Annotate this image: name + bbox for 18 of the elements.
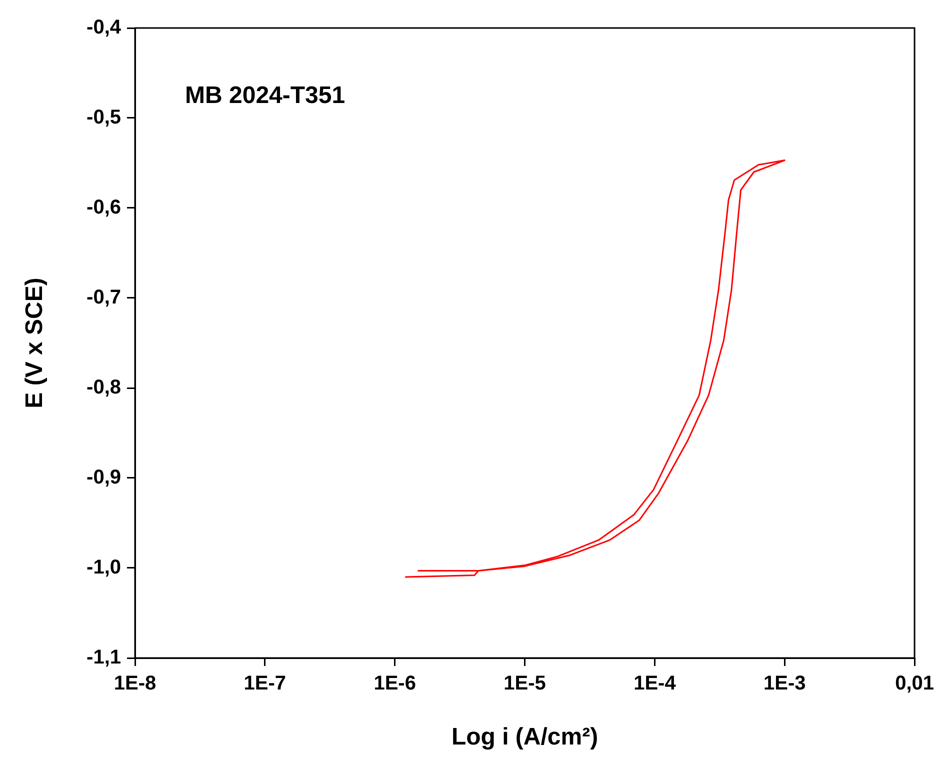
y-axis-title: E (V x SCE): [21, 278, 48, 408]
x-tick-label: 1E-8: [114, 672, 156, 695]
y-tick-label: -0,8: [86, 376, 121, 399]
annotation: MB 2024-T351: [185, 82, 346, 109]
x-tick-label: 1E-5: [504, 672, 546, 695]
x-tick-label: 1E-4: [634, 672, 677, 695]
x-tick-label: 0,01: [895, 672, 934, 695]
x-tick-label: 1E-3: [763, 672, 806, 695]
x-axis-title: Log i (A/cm²): [451, 724, 598, 751]
y-tick-label: -0,7: [86, 286, 121, 309]
x-tick-label: 1E-6: [374, 672, 416, 695]
y-tick-label: -0,5: [86, 106, 121, 129]
y-tick-label: -1,0: [86, 556, 121, 579]
y-tick-label: -0,9: [86, 466, 121, 489]
y-tick-label: -0,4: [86, 16, 122, 39]
y-tick-label: -1,1: [86, 646, 121, 669]
x-tick-label: 1E-7: [244, 672, 286, 695]
y-tick-label: -0,6: [86, 196, 121, 219]
